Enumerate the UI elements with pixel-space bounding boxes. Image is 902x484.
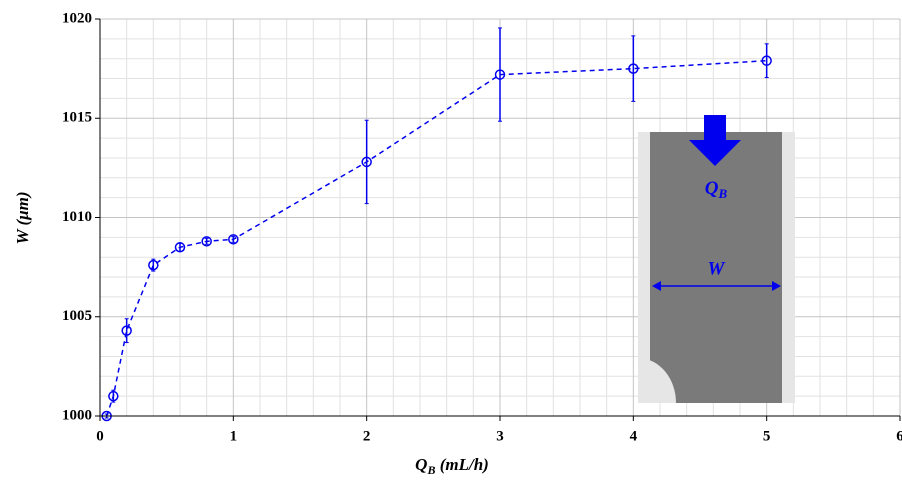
point <box>174 242 186 253</box>
x-tick-label: 2 <box>363 428 371 444</box>
point <box>121 325 132 336</box>
x-tick-label: 3 <box>496 428 504 444</box>
x-label-rest: (mL/h) <box>435 455 488 474</box>
inset-flow-label: QB <box>705 178 728 201</box>
y-tick-label: 1020 <box>62 10 92 26</box>
flow-arrow <box>689 115 741 166</box>
point <box>494 69 506 80</box>
inset-image: QB W <box>638 115 795 403</box>
inset-flow-main: Q <box>705 178 719 199</box>
y-label-main: W <box>13 228 32 245</box>
point <box>761 55 772 66</box>
y-tick-label: 1010 <box>62 209 92 225</box>
y-tick-label: 1005 <box>62 308 92 324</box>
point <box>108 390 119 402</box>
x-tick-label: 4 <box>630 428 638 444</box>
y-label-rest: (μm) <box>13 191 32 229</box>
point <box>628 63 639 74</box>
y-axis-label: W (μm) <box>13 191 32 244</box>
point <box>148 259 159 271</box>
y-tick-label: 1000 <box>62 407 92 423</box>
x-label-main: Q <box>415 455 427 474</box>
point <box>361 156 372 168</box>
x-tick-label: 5 <box>763 428 771 444</box>
inset-corner <box>638 358 676 403</box>
y-tick-label: 1015 <box>62 110 92 126</box>
point <box>228 234 239 245</box>
inset-width-label: W <box>708 258 726 279</box>
point <box>201 236 212 247</box>
x-axis-label: QB (mL/h) <box>415 455 489 477</box>
inset-flow-sub: B <box>718 186 728 201</box>
x-label-sub: B <box>426 463 435 477</box>
x-tick-label: 1 <box>230 428 238 444</box>
x-tick-label: 6 <box>896 428 902 444</box>
x-tick-label: 0 <box>96 428 104 444</box>
inset-channel <box>650 132 782 403</box>
marks <box>101 27 772 422</box>
